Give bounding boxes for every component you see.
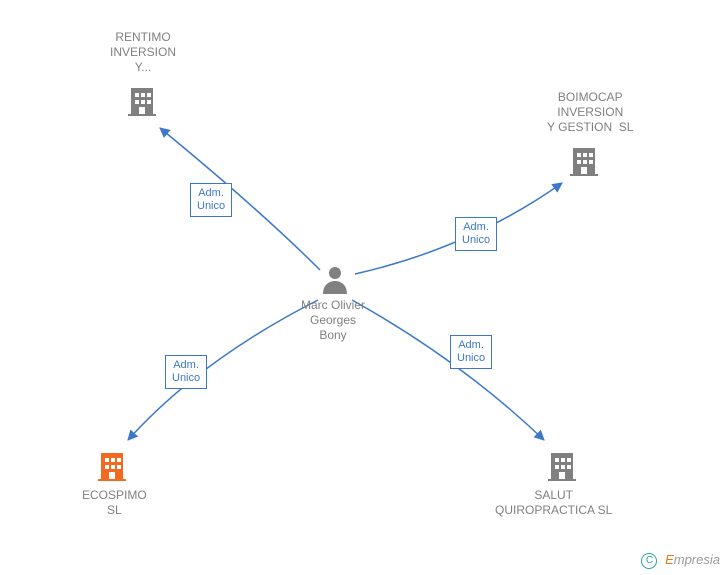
edge-salut xyxy=(352,300,544,440)
person-icon[interactable] xyxy=(323,267,347,294)
brand: Empresia xyxy=(665,552,720,567)
copyright: C Empresia xyxy=(641,552,720,569)
company-icon-ecospimo[interactable] xyxy=(98,453,126,481)
company-icon-rentimo[interactable] xyxy=(128,88,156,116)
diagram-canvas xyxy=(0,0,728,575)
edge-boimocap xyxy=(355,183,562,274)
edge-ecospimo xyxy=(128,300,318,440)
edge-rentimo xyxy=(160,128,320,270)
company-icon-boimocap[interactable] xyxy=(570,148,598,176)
company-icon-salut[interactable] xyxy=(548,453,576,481)
copyright-symbol: C xyxy=(641,553,657,569)
